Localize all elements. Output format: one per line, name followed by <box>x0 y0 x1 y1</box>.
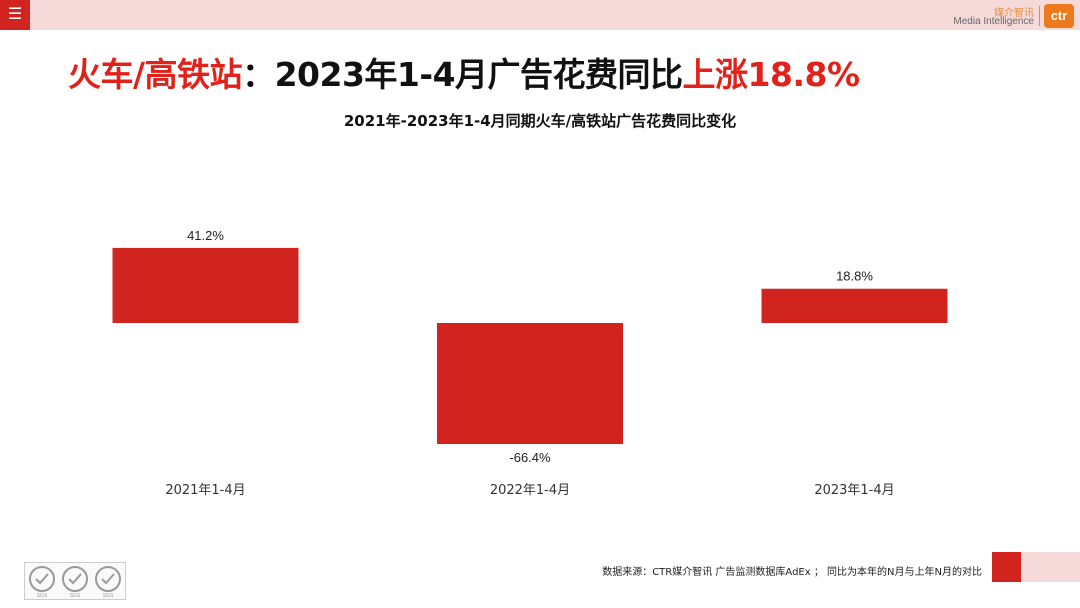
data-source-note: 数据来源：CTR媒介智讯 广告监测数据库AdEx ； 同比为本年的N月与上年N月… <box>602 567 982 578</box>
slide-headline: 火车/高铁站：2023年1-4月广告花费同比上涨18.8% <box>68 48 860 96</box>
top-bar: ☰ 媒介智讯 Media Intelligence ctr <box>0 0 1080 30</box>
sgs-badge-icon <box>95 566 121 592</box>
data-label-1: 41.2% <box>187 228 224 243</box>
sgs-badge-icon <box>62 566 88 592</box>
data-label-2: -66.4% <box>509 450 551 465</box>
logo-divider <box>1039 6 1040 26</box>
data-label-3: 18.8% <box>836 269 873 284</box>
logo-chinese-text: 媒介智讯 <box>994 8 1034 19</box>
category-label-1: 2021年1-4月 <box>165 483 245 498</box>
chart-title: 2021年-2023年1-4月同期火车/高铁站广告花费同比变化 <box>343 112 737 130</box>
category-label-2: 2022年1-4月 <box>490 483 570 498</box>
menu-icon[interactable]: ☰ <box>0 0 30 30</box>
headline-subject: 火车/高铁站 <box>68 55 243 94</box>
ctr-logo: ctr <box>1044 4 1074 28</box>
bar-2 <box>437 323 623 444</box>
badge-label: SGS <box>37 593 48 599</box>
category-label-3: 2023年1-4月 <box>814 483 894 498</box>
bar-3 <box>761 288 948 323</box>
bar-1 <box>112 247 299 323</box>
corner-accent <box>992 552 1021 582</box>
badge-label: SGS <box>70 593 81 599</box>
logo-english-text: Media Intelligence <box>953 16 1034 27</box>
badge-label: SGS <box>103 593 114 599</box>
headline-middle: ：2023年1-4月广告花费同比 <box>242 55 683 94</box>
headline-highlight: 上涨18.8% <box>682 55 861 94</box>
sgs-badge-icon <box>29 566 55 592</box>
certification-badges: SGS SGS SGS <box>24 562 126 600</box>
